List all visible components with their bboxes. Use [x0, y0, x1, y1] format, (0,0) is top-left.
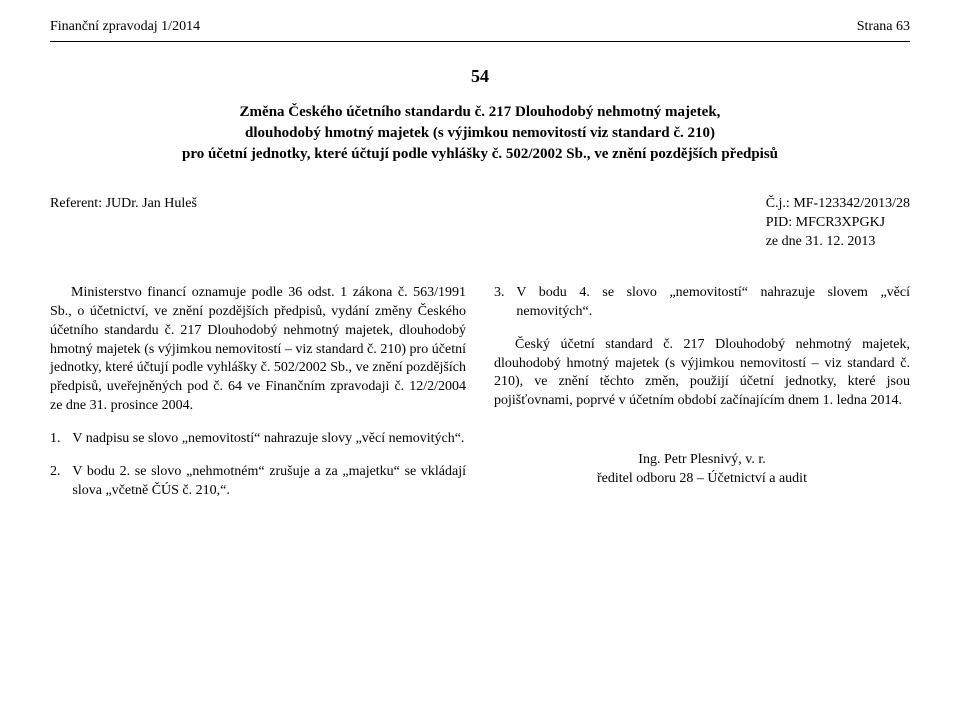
document-title: Změna Českého účetního standardu č. 217 … [50, 102, 910, 165]
intro-paragraph: Ministerstvo financí oznamuje podle 36 o… [50, 284, 466, 416]
referent-cj: Č.j.: MF-123342/2013/28 [766, 195, 910, 214]
header-rule [50, 41, 910, 42]
signature-name: Ing. Petr Plesnivý, v. r. [494, 451, 910, 470]
signature-title: ředitel odboru 28 – Účetnictví a audit [494, 470, 910, 489]
document-number: 54 [50, 64, 910, 88]
referent-pid: PID: MFCR3XPGKJ [766, 214, 910, 233]
signature-block: Ing. Petr Plesnivý, v. r. ředitel odboru… [494, 451, 910, 489]
list-item-1: 1. V nadpisu se slovo „nemovitostí“ nahr… [50, 430, 466, 449]
item-number: 3. [494, 284, 516, 322]
referent-row: Referent: JUDr. Jan Huleš Č.j.: MF-12334… [50, 195, 910, 252]
referent-date: ze dne 31. 12. 2013 [766, 233, 910, 252]
list-item-2: 2. V bodu 2. se slovo „nehmotném“ zrušuj… [50, 463, 466, 501]
body-columns: Ministerstvo financí oznamuje podle 36 o… [50, 284, 910, 515]
header-left: Finanční zpravodaj 1/2014 [50, 18, 200, 37]
item-text: V bodu 4. se slovo „nemovitostí“ nahrazu… [516, 284, 910, 322]
item-text: V nadpisu se slovo „nemovitostí“ nahrazu… [72, 430, 466, 449]
referent-meta: Č.j.: MF-123342/2013/28 PID: MFCR3XPGKJ … [766, 195, 910, 252]
left-column: Ministerstvo financí oznamuje podle 36 o… [50, 284, 466, 515]
page-header: Finanční zpravodaj 1/2014 Strana 63 [50, 18, 910, 37]
header-right: Strana 63 [857, 18, 910, 37]
closing-paragraph: Český účetní standard č. 217 Dlouhodobý … [494, 336, 910, 412]
referent-label: Referent: JUDr. Jan Huleš [50, 195, 197, 214]
title-line-1: Změna Českého účetního standardu č. 217 … [50, 102, 910, 123]
right-column: 3. V bodu 4. se slovo „nemovitostí“ nahr… [494, 284, 910, 515]
list-item-3: 3. V bodu 4. se slovo „nemovitostí“ nahr… [494, 284, 910, 322]
title-line-3: pro účetní jednotky, které účtují podle … [50, 144, 910, 165]
item-text: V bodu 2. se slovo „nehmotném“ zrušuje a… [72, 463, 466, 501]
item-number: 2. [50, 463, 72, 501]
title-line-2: dlouhodobý hmotný majetek (s výjimkou ne… [50, 123, 910, 144]
item-number: 1. [50, 430, 72, 449]
